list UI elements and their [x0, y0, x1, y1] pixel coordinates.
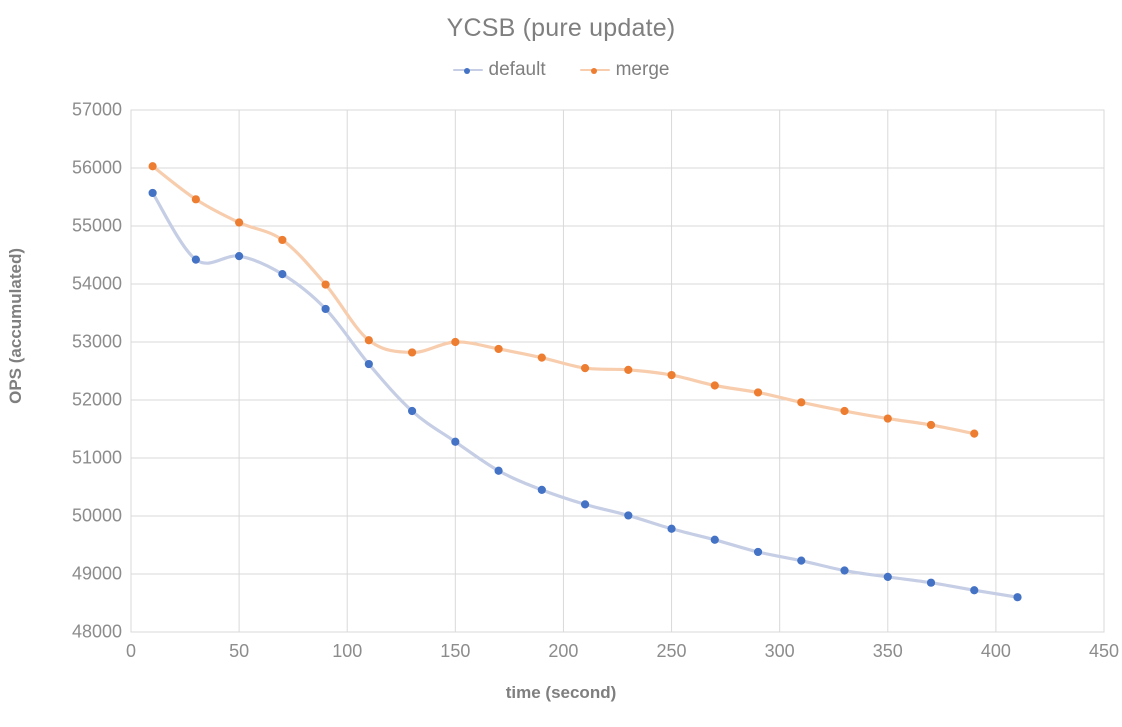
x-tick-label: 100 — [332, 641, 363, 661]
y-tick-label: 55000 — [71, 215, 122, 236]
chart-legend: default merge — [0, 59, 1122, 81]
x-tick-label: 300 — [764, 641, 795, 661]
legend-label-merge: merge — [615, 59, 670, 80]
y-axis-ticks: 48000 49000 50000 51000 52000 53000 54000 55000… — [32, 0, 122, 727]
legend-item-merge[interactable]: merge — [579, 59, 670, 81]
data-point — [191, 195, 200, 204]
data-point — [926, 420, 936, 430]
data-point — [753, 547, 763, 557]
y-tick-label: 53000 — [71, 331, 122, 352]
data-point — [926, 578, 936, 587]
data-point — [883, 414, 892, 423]
x-tick-label: 150 — [440, 641, 471, 661]
data-point — [797, 398, 806, 407]
data-point — [235, 252, 244, 261]
data-point — [364, 336, 373, 345]
data-point — [624, 365, 633, 374]
y-tick-label: 52000 — [71, 389, 122, 410]
data-point — [667, 370, 676, 380]
x-tick-label: 400 — [980, 641, 1011, 661]
data-point — [494, 466, 503, 475]
legend-item-default[interactable]: default — [452, 59, 546, 81]
data-point — [278, 235, 287, 245]
legend-label-default: default — [488, 59, 546, 80]
data-point — [278, 270, 287, 279]
y-tick-label: 57000 — [71, 99, 122, 120]
y-tick-label: 51000 — [71, 447, 122, 468]
x-axis-title: time (second) — [505, 683, 617, 702]
data-point — [624, 511, 633, 520]
series-merge — [148, 162, 979, 438]
data-point — [667, 524, 676, 533]
data-point — [797, 556, 806, 565]
data-point — [191, 255, 200, 264]
data-point — [840, 566, 849, 575]
y-tick-label: 48000 — [71, 621, 122, 642]
data-point — [321, 280, 330, 289]
data-point — [840, 406, 849, 416]
gridlines — [130, 109, 1105, 633]
data-point — [407, 348, 417, 357]
x-tick-label: 250 — [656, 641, 687, 661]
data-point — [580, 500, 590, 509]
x-tick-label: 50 — [229, 641, 250, 661]
series-line-merge — [151, 164, 976, 436]
data-point — [321, 304, 330, 314]
y-tick-label: 56000 — [71, 157, 122, 178]
data-point — [407, 406, 417, 416]
x-tick-label: 0 — [125, 641, 137, 661]
y-tick-label: 49000 — [71, 563, 122, 584]
data-point — [494, 344, 503, 354]
data-point — [148, 188, 157, 198]
data-point — [970, 586, 979, 595]
data-point — [970, 429, 979, 438]
chart-title: YCSB (pure update) — [446, 14, 676, 42]
data-point — [710, 381, 719, 390]
data-point — [753, 388, 763, 397]
y-tick-label: 50000 — [71, 505, 122, 526]
x-tick-label: 350 — [872, 641, 903, 661]
plot-frame — [130, 109, 1105, 633]
data-point — [883, 572, 892, 582]
data-point — [451, 437, 460, 446]
data-point — [451, 337, 460, 347]
y-tick-label: 54000 — [71, 273, 122, 294]
series-default — [148, 188, 1022, 602]
data-point — [364, 359, 373, 369]
x-tick-label: 450 — [1088, 641, 1120, 661]
data-point — [580, 364, 590, 373]
x-tick-label: 200 — [548, 641, 579, 661]
legend-marker-default — [452, 64, 483, 76]
data-point — [235, 218, 244, 227]
data-point — [537, 485, 546, 494]
data-point — [537, 353, 546, 362]
data-point — [1013, 593, 1022, 602]
data-point — [148, 162, 157, 171]
data-point — [710, 535, 719, 544]
plot-border — [130, 109, 1105, 633]
legend-marker-merge — [579, 64, 610, 76]
